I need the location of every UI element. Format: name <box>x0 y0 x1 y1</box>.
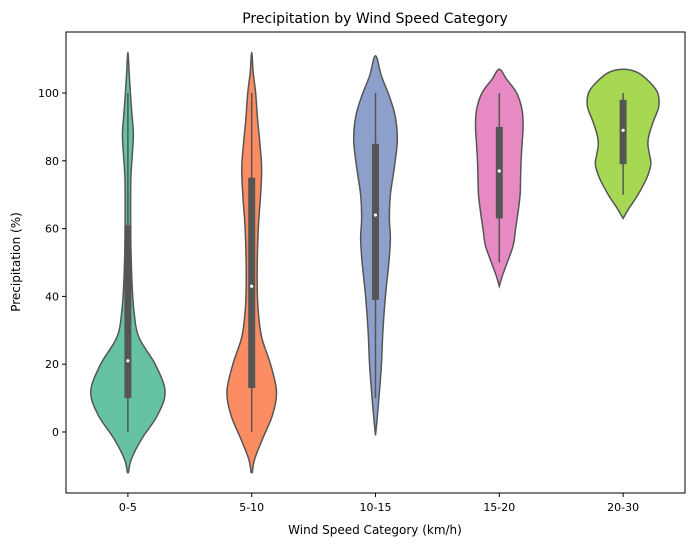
y-tick-label: 80 <box>45 155 59 168</box>
y-axis-label: Precipitation (%) <box>9 212 23 312</box>
y-axis: 0 20 40 60 80 100 <box>38 87 66 439</box>
violin-iqr-box <box>495 126 503 219</box>
x-tick-label: 15-20 <box>483 501 515 514</box>
violin-median-dot <box>621 128 625 132</box>
violin-median-dot <box>250 284 254 288</box>
x-tick-label: 20-30 <box>607 501 639 514</box>
plot-area <box>90 51 660 474</box>
violin-10-15 <box>352 54 399 436</box>
violin-5-10 <box>226 51 278 474</box>
violin-iqr-box <box>619 99 627 165</box>
x-tick-label: 0-5 <box>119 501 137 514</box>
x-axis: 0-5 5-10 10-15 15-20 20-30 <box>119 493 639 514</box>
violin-median-dot <box>126 359 130 363</box>
violin-20-30 <box>586 68 660 220</box>
violin-median-dot <box>497 169 501 173</box>
violin-iqr-box <box>124 225 132 399</box>
violin-0-5 <box>90 51 166 474</box>
x-tick-label: 10-15 <box>360 501 392 514</box>
y-tick-label: 0 <box>52 426 59 439</box>
y-tick-label: 100 <box>38 87 59 100</box>
x-tick-label: 5-10 <box>239 501 264 514</box>
y-tick-label: 40 <box>45 290 59 303</box>
y-tick-label: 20 <box>45 358 59 371</box>
chart-title: Precipitation by Wind Speed Category <box>242 11 508 27</box>
violin-iqr-box <box>372 143 379 300</box>
y-tick-label: 60 <box>45 223 59 236</box>
violin-iqr-box <box>248 177 256 388</box>
violin-median-dot <box>373 213 378 217</box>
x-axis-label: Wind Speed Category (km/h) <box>288 523 462 537</box>
violin-15-20 <box>474 68 524 289</box>
